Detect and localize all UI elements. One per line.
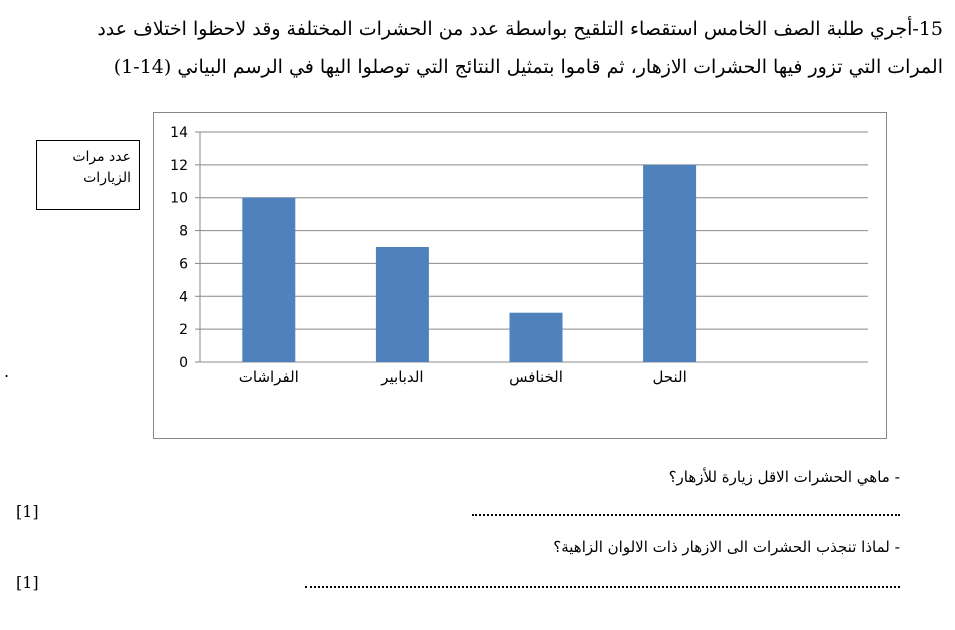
x-tick-label: الفراشات (239, 368, 299, 386)
x-tick-label: النحل (652, 368, 686, 386)
mark-1: [1] (16, 502, 39, 521)
y-tick-label: 14 (170, 125, 188, 141)
answer-line-1[interactable] (472, 514, 900, 516)
chart-frame (153, 112, 887, 439)
y-tick-label: 8 (179, 224, 188, 240)
y-tick-label: 4 (179, 289, 188, 305)
x-tick-label: الدبابير (380, 368, 423, 386)
stray-mark: . (4, 362, 10, 381)
y-tick-label: 2 (179, 322, 188, 338)
y-axis-label-line-2: الزيارات (83, 170, 131, 186)
bar (509, 312, 563, 362)
y-tick-label: 0 (179, 355, 188, 371)
y-tick-label: 12 (170, 158, 188, 174)
y-tick-label: 10 (170, 191, 188, 207)
answer-line-2[interactable] (305, 586, 900, 588)
bar (242, 197, 296, 362)
sub-question-1: - ماهي الحشرات الاقل زيارة للأزهار؟ (668, 468, 900, 486)
bar (643, 164, 697, 362)
y-axis-label-box: عدد مرات الزيارات (36, 140, 140, 210)
sub-question-2: - لماذا تنجذب الحشرات الى الازهار ذات ال… (553, 538, 900, 556)
x-tick-label: الخنافس (509, 368, 563, 386)
bar (375, 247, 429, 362)
mark-2: [1] (16, 573, 39, 592)
y-tick-label: 6 (179, 256, 188, 272)
question-line-2: المرات التي تزور فيها الحشرات الازهار، ث… (113, 56, 943, 78)
y-axis-label-line-1: عدد مرات (72, 149, 131, 165)
question-line-1: 15-أجري طلبة الصف الخامس استقصاء التلقيح… (97, 18, 943, 40)
